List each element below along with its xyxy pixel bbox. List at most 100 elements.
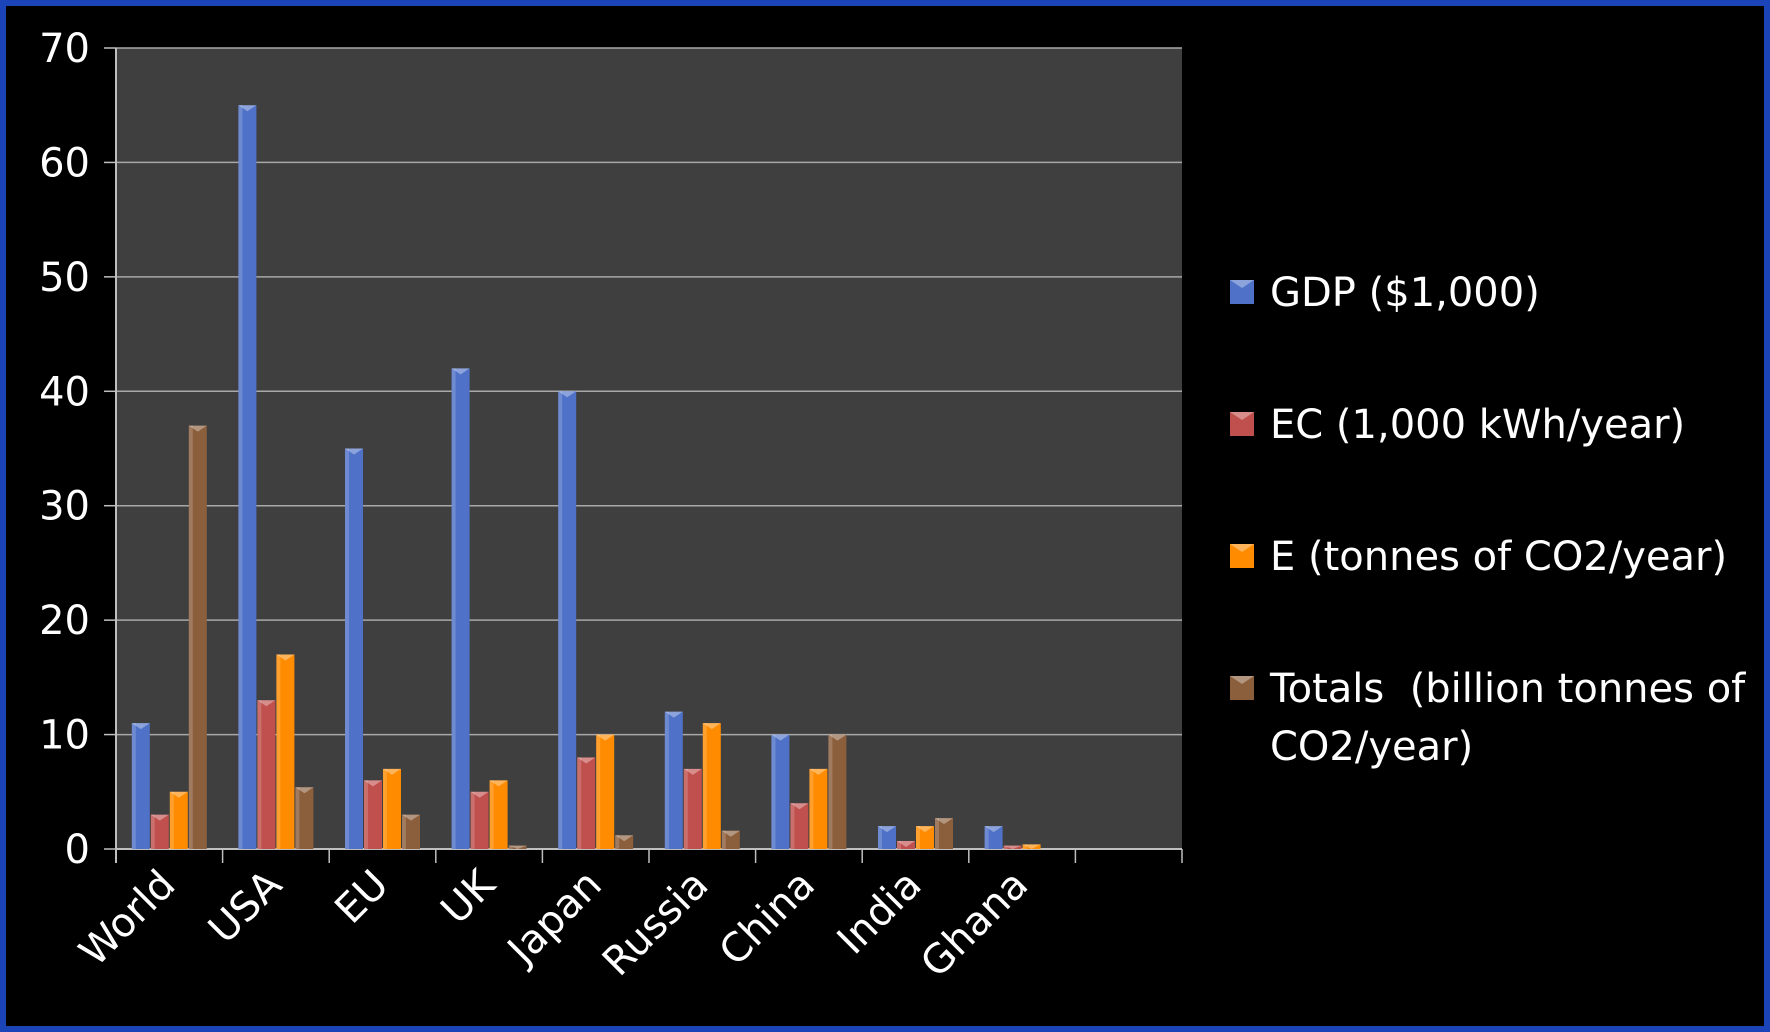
bar-highlight xyxy=(577,757,582,849)
y-tick-label: 20 xyxy=(39,598,90,644)
bar-cap xyxy=(790,803,809,810)
legend-swatch-cap xyxy=(1230,544,1254,552)
legend-item-gdp-1-000: GDP ($1,000) xyxy=(1230,270,1540,316)
bar-cap xyxy=(721,830,740,837)
bar-body xyxy=(596,734,615,849)
bar-cap xyxy=(295,787,314,794)
bar-highlight xyxy=(402,814,406,849)
y-tick-label: 70 xyxy=(39,26,90,72)
bar-cap xyxy=(916,826,934,833)
legend-swatch-cap xyxy=(1230,676,1254,684)
bar-cap xyxy=(131,723,150,730)
legend-label: E (tonnes of CO2/year) xyxy=(1270,534,1727,580)
legend-item-ec-1-000-kwh-year: EC (1,000 kWh/year) xyxy=(1230,402,1685,448)
bar-body xyxy=(897,840,915,849)
bar-totals-billion-tonnes-of-co2-year xyxy=(721,830,740,849)
bar-body xyxy=(451,368,470,849)
bar-highlight xyxy=(828,734,833,849)
bar-ec-1-000-kwh-year xyxy=(364,780,382,849)
bar-ec-1-000-kwh-year xyxy=(150,814,169,849)
bar-totals-billion-tonnes-of-co2-year xyxy=(295,787,314,849)
x-tick-label: UK xyxy=(432,860,505,933)
bar-body xyxy=(402,814,420,849)
bar-highlight xyxy=(771,734,776,849)
bar-cap xyxy=(683,768,702,775)
bar-cap xyxy=(615,835,634,842)
bar-cap xyxy=(451,368,470,375)
bar-cap xyxy=(809,768,828,775)
x-tick-label: USA xyxy=(200,861,292,953)
legend-swatch-cap xyxy=(1230,412,1254,420)
bar-highlight xyxy=(558,391,563,849)
bar-cap xyxy=(935,818,953,825)
legend-swatch xyxy=(1230,280,1254,304)
bar-highlight xyxy=(809,768,814,849)
bar-cap xyxy=(897,840,915,847)
x-tick-label: Russia xyxy=(594,862,718,986)
x-tick-label: World xyxy=(71,862,185,976)
bar-cap xyxy=(345,448,363,455)
bar-highlight xyxy=(790,803,795,849)
bar-body xyxy=(828,734,847,849)
bar-cap xyxy=(596,734,615,741)
x-tick-label: Ghana xyxy=(912,862,1037,987)
bar-body xyxy=(577,757,596,849)
x-tick-label: India xyxy=(829,862,931,964)
bar-highlight xyxy=(451,368,456,849)
legend-label: EC (1,000 kWh/year) xyxy=(1270,402,1685,448)
bar-highlight xyxy=(188,425,193,849)
bar-body xyxy=(169,791,188,849)
bar-body xyxy=(683,768,702,849)
bar-cap xyxy=(364,780,382,787)
bar-e-tonnes-of-co2-year xyxy=(276,654,295,849)
bar-body xyxy=(508,845,527,849)
bar-highlight xyxy=(721,830,726,849)
bar-body xyxy=(489,780,508,849)
bar-cap xyxy=(558,391,577,398)
bar-cap xyxy=(257,700,276,707)
bar-body xyxy=(809,768,828,849)
bar-e-tonnes-of-co2-year xyxy=(809,768,828,849)
bar-cap xyxy=(508,845,527,849)
legend-label: GDP ($1,000) xyxy=(1270,270,1540,316)
bar-body xyxy=(257,700,276,849)
bar-cap xyxy=(150,814,169,821)
x-tick-label: Japan xyxy=(497,862,611,976)
bar-totals-billion-tonnes-of-co2-year xyxy=(188,425,207,849)
bar-highlight xyxy=(364,780,368,849)
legend-label: CO2/year) xyxy=(1270,724,1473,770)
bar-highlight xyxy=(276,654,281,849)
bar-e-tonnes-of-co2-year xyxy=(702,723,721,849)
bar-highlight xyxy=(916,826,920,849)
y-tick-label: 30 xyxy=(39,484,90,530)
bar-e-tonnes-of-co2-year xyxy=(169,791,188,849)
bar-highlight xyxy=(383,768,387,849)
bar-body xyxy=(790,803,809,849)
y-tick-label: 0 xyxy=(65,827,90,873)
bar-highlight xyxy=(489,780,494,849)
bar-cap xyxy=(470,791,489,798)
bar-gdp-1-000 xyxy=(131,723,150,849)
y-tick-label: 40 xyxy=(39,369,90,415)
y-tick-label: 10 xyxy=(39,713,90,759)
bar-body xyxy=(1003,845,1022,849)
bar-cap xyxy=(1003,845,1022,849)
bar-gdp-1-000 xyxy=(345,448,363,849)
bar-e-tonnes-of-co2-year xyxy=(383,768,401,849)
bar-gdp-1-000 xyxy=(238,105,257,849)
legend-swatch xyxy=(1230,676,1254,700)
bar-totals-billion-tonnes-of-co2-year xyxy=(935,818,953,849)
bar-body xyxy=(878,826,896,849)
bar-body xyxy=(702,723,721,849)
bar-body xyxy=(345,448,363,849)
bar-body xyxy=(771,734,790,849)
bar-body xyxy=(615,835,634,849)
bar-ec-1-000-kwh-year xyxy=(790,803,809,849)
bar-cap xyxy=(771,734,790,741)
bar-gdp-1-000 xyxy=(558,391,577,849)
bar-ec-1-000-kwh-year xyxy=(1003,845,1022,849)
legend-swatch-cap xyxy=(1230,280,1254,288)
bar-body xyxy=(131,723,150,849)
bar-cap xyxy=(702,723,721,730)
